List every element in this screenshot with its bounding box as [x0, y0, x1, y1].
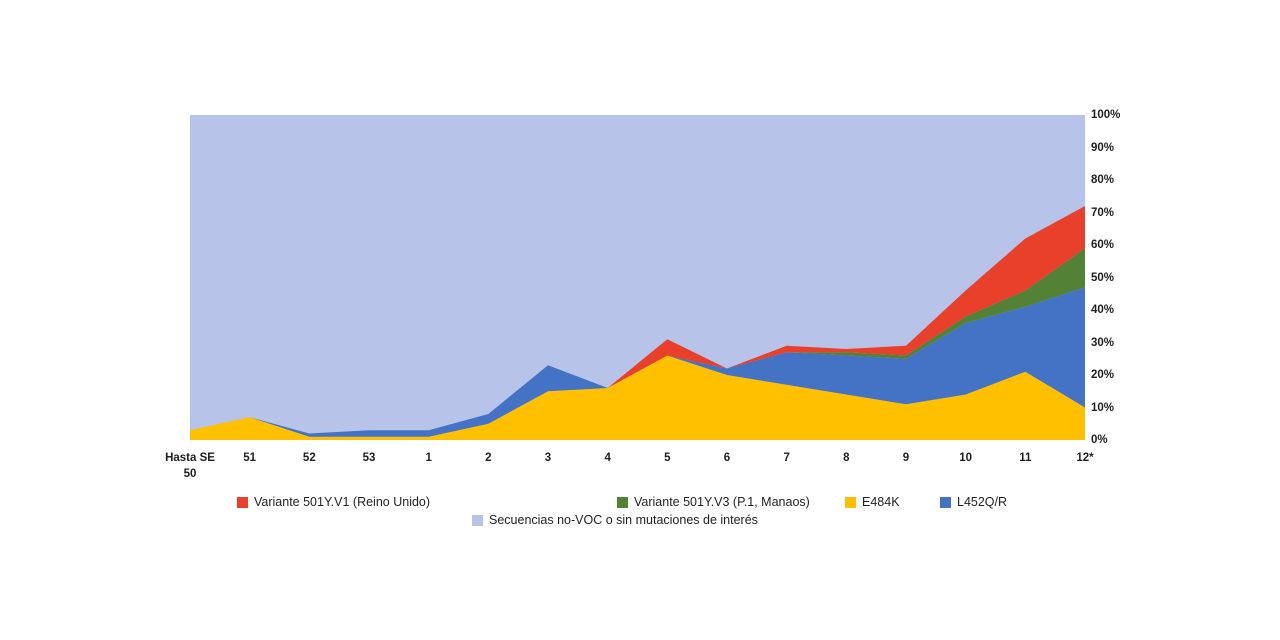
x-tick-label: 53: [362, 452, 376, 464]
legend-swatch-icon: [472, 515, 483, 526]
y-tick-label: 10%: [1091, 401, 1115, 414]
y-tick-label: 100%: [1091, 109, 1121, 121]
legend-item-variante-501y-v1-reino-unido: Variante 501Y.V1 (Reino Unido): [237, 495, 430, 510]
y-tick-label: 30%: [1091, 336, 1115, 349]
x-tick-label: 1: [425, 452, 432, 464]
x-tick-label: 7: [783, 452, 790, 464]
plot-area: [190, 115, 1085, 440]
y-tick-label: 60%: [1091, 239, 1115, 251]
x-tick-label: 52: [302, 452, 316, 464]
legend-swatch-icon: [617, 497, 628, 508]
y-tick-label: 20%: [1091, 369, 1115, 381]
x-tick-label: 2: [485, 452, 492, 464]
y-tick-label: 0%: [1091, 434, 1108, 446]
area-series-l452q-r: [190, 287, 1085, 437]
legend-item-variante-501y-v3-p-1-manaos: Variante 501Y.V3 (P.1, Manaos): [617, 495, 810, 510]
legend-label: E484K: [862, 495, 900, 509]
legend-label: Variante 501Y.V1 (Reino Unido): [254, 495, 431, 509]
legend-swatch-icon: [940, 497, 951, 508]
legend-label: Secuencias no-VOC o sin mutaciones de in…: [489, 513, 758, 527]
stacked-area-svg: [190, 115, 1085, 440]
area-series-e484k: [190, 355, 1085, 440]
x-tick-label: 11: [1019, 452, 1032, 464]
x-tick-label: 10: [959, 452, 973, 464]
x-tick-label: 6: [723, 452, 731, 464]
x-tick-label: 4: [604, 452, 611, 464]
x-tick-label: 51: [243, 452, 257, 464]
y-tick-label: 50%: [1091, 271, 1115, 284]
x-axis-labels: Hasta SE 50 51 52 53 1 2 3 4 5 6 7 8 9 10 11 12*: [0, 450, 1280, 484]
y-tick-label: 90%: [1091, 141, 1115, 154]
legend-label: L452Q/R: [957, 495, 1008, 509]
x-tick-label: 9: [902, 452, 910, 464]
x-tick-label: Hasta SE 50: [165, 452, 215, 480]
legend-swatch-icon: [845, 497, 856, 508]
y-tick-label: 80%: [1091, 174, 1115, 186]
y-tick-label: 70%: [1091, 206, 1115, 219]
x-tick-label: 5: [664, 452, 671, 464]
legend-item-l452q-r: L452Q/R: [940, 495, 1007, 510]
legend-item-e484k: E484K: [845, 495, 900, 510]
x-tick-label: 12*: [1076, 452, 1094, 464]
legend-swatch-icon: [237, 497, 248, 508]
legend-label: Variante 501Y.V3 (P.1, Manaos): [634, 495, 810, 509]
x-tick-label: 8: [843, 452, 850, 464]
x-tick-label: 3: [544, 452, 552, 464]
legend-item-secuencias-no-voc-o-sin-mutaciones-de-inter-s: Secuencias no-VOC o sin mutaciones de in…: [472, 513, 758, 528]
y-tick-label: 40%: [1091, 304, 1115, 316]
